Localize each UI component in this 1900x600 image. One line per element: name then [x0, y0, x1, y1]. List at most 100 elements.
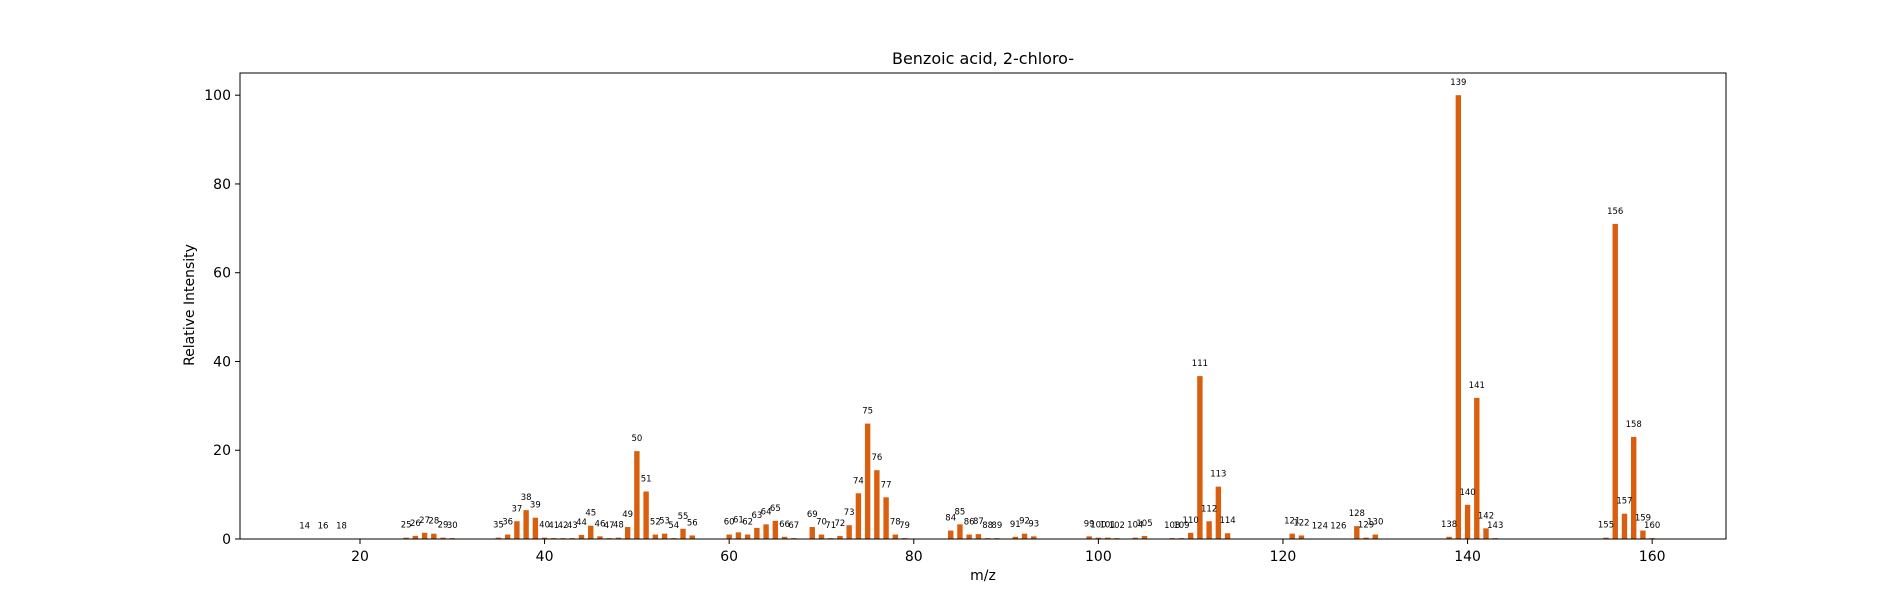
peak-label-42: 42: [558, 521, 569, 531]
peak-label-18: 18: [336, 522, 347, 532]
peak-label-64: 64: [761, 507, 772, 517]
peak-label-39: 39: [530, 501, 541, 511]
peak-label-109: 109: [1173, 521, 1189, 531]
peak-label-93: 93: [1028, 519, 1039, 529]
peak-label-142: 142: [1478, 511, 1494, 521]
x-tick-label: 20: [351, 549, 369, 565]
peak-bar-37: [514, 521, 520, 539]
peak-bar-99: [1086, 536, 1092, 539]
peak-bar-28: [431, 533, 437, 539]
y-tick-label: 100: [204, 88, 231, 104]
peak-label-48: 48: [613, 521, 624, 531]
peak-label-138: 138: [1441, 520, 1457, 530]
peak-label-86: 86: [964, 518, 975, 528]
peak-label-14: 14: [299, 522, 310, 532]
peak-bar-61: [735, 532, 742, 539]
y-tick-label: 0: [222, 532, 231, 548]
peak-label-67: 67: [788, 521, 799, 531]
peak-bar-45: [588, 525, 594, 539]
peak-label-60: 60: [724, 518, 735, 528]
peak-label-35: 35: [493, 521, 504, 531]
peak-bar-92: [1021, 533, 1028, 539]
peak-label-27: 27: [419, 516, 430, 526]
y-tick-label: 80: [213, 177, 231, 193]
peak-label-38: 38: [521, 493, 532, 503]
peak-label-76: 76: [871, 453, 882, 463]
peak-label-100: 100: [1090, 521, 1106, 531]
plot-frame: [239, 72, 1727, 540]
peak-bar-75: [864, 423, 871, 539]
peak-label-49: 49: [622, 510, 633, 520]
peak-label-30: 30: [447, 521, 458, 531]
peak-bar-84: [948, 530, 954, 539]
peak-bar-63: [754, 527, 760, 539]
peak-label-139: 139: [1450, 78, 1466, 88]
x-tick-label: 120: [1270, 549, 1297, 565]
x-tick-label: 140: [1454, 549, 1481, 565]
peak-bar-56: [689, 535, 695, 539]
peak-bar-46: [597, 536, 603, 539]
peak-bar-70: [818, 534, 825, 539]
peak-label-160: 160: [1644, 521, 1660, 531]
peak-label-92: 92: [1019, 517, 1030, 527]
peak-label-52: 52: [650, 518, 661, 528]
peak-bar-130: [1372, 534, 1378, 539]
peak-label-122: 122: [1293, 518, 1309, 528]
peak-bar-113: [1215, 486, 1222, 539]
peak-label-56: 56: [687, 518, 698, 528]
peak-label-84: 84: [945, 514, 956, 524]
peak-bar-29: [440, 537, 446, 539]
peak-label-53: 53: [659, 517, 670, 527]
peak-label-155: 155: [1598, 521, 1614, 531]
peak-label-25: 25: [401, 521, 412, 531]
peak-label-73: 73: [844, 508, 855, 518]
peak-label-108: 108: [1164, 521, 1180, 531]
peak-label-156: 156: [1607, 207, 1623, 217]
peak-bar-91: [1012, 536, 1018, 539]
peak-bar-110: [1187, 532, 1194, 539]
peak-label-113: 113: [1210, 470, 1226, 480]
peak-label-130: 130: [1367, 518, 1383, 528]
peak-bar-156: [1612, 223, 1618, 539]
peak-bar-158: [1631, 436, 1637, 539]
peak-bar-74: [855, 493, 862, 539]
peak-label-87: 87: [973, 517, 984, 527]
peak-bar-155: [1603, 537, 1609, 539]
peak-label-55: 55: [678, 512, 689, 522]
peak-bar-138: [1446, 536, 1452, 539]
chart-title: Benzoic acid, 2-chloro-: [892, 49, 1074, 68]
peak-label-47: 47: [604, 521, 615, 531]
peak-label-69: 69: [807, 510, 818, 520]
x-tick-label: 60: [720, 549, 738, 565]
peak-label-128: 128: [1349, 509, 1365, 519]
peak-bar-142: [1483, 528, 1489, 539]
peak-bar-73: [846, 525, 852, 539]
peak-bar-159: [1640, 530, 1646, 539]
peak-label-85: 85: [955, 507, 966, 517]
peak-label-54: 54: [668, 521, 679, 531]
peak-label-111: 111: [1192, 359, 1208, 369]
y-tick-label: 60: [213, 266, 231, 282]
peak-bar-139: [1455, 95, 1462, 539]
peak-label-40: 40: [539, 521, 550, 531]
peak-label-66: 66: [779, 520, 790, 530]
peak-bar-66: [781, 536, 788, 539]
peak-label-45: 45: [585, 509, 596, 519]
peak-bar-141: [1474, 397, 1480, 539]
peak-label-70: 70: [816, 518, 827, 528]
peak-label-46: 46: [595, 519, 606, 529]
peak-bar-69: [809, 527, 815, 539]
peak-label-26: 26: [410, 519, 421, 529]
peak-bar-87: [975, 534, 982, 539]
peak-bar-49: [624, 527, 631, 539]
x-tick-label: 100: [1085, 549, 1112, 565]
peak-label-36: 36: [502, 518, 513, 528]
peak-bar-65: [772, 520, 779, 539]
peak-bar-26: [412, 535, 419, 539]
peak-label-74: 74: [853, 476, 864, 486]
peak-label-121: 121: [1284, 517, 1300, 527]
peak-label-101: 101: [1099, 521, 1115, 531]
peak-bar-121: [1289, 533, 1295, 539]
